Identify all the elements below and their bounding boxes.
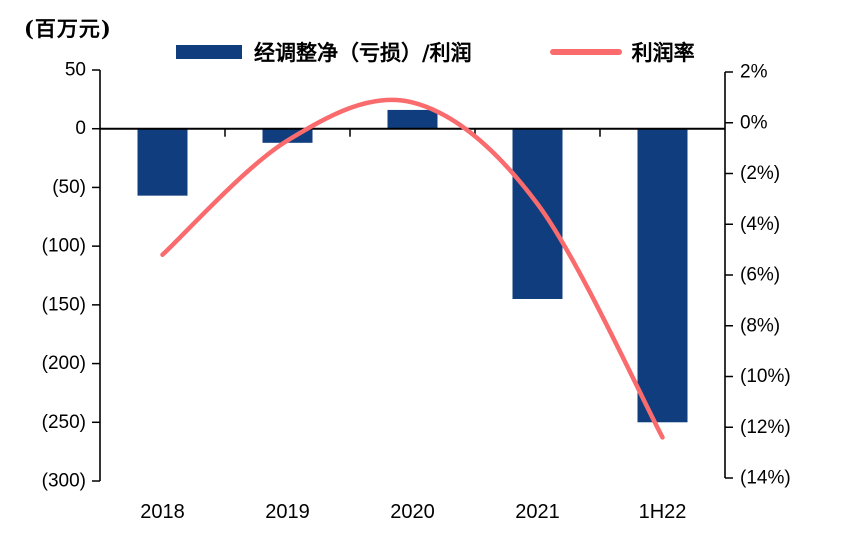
left-axis-tick-label: (50)	[52, 177, 86, 198]
bar-2020	[387, 109, 438, 129]
bar-2021	[512, 128, 563, 299]
bar-series-label: 经调整净（亏损）/利润	[254, 40, 472, 65]
x-axis-label-2021: 2021	[515, 501, 560, 523]
bar-1H22	[637, 128, 688, 423]
right-axis-tick-label: (2%)	[740, 163, 780, 184]
legend-item-adjusted-net-profit: 经调整净（亏损）/利润	[176, 37, 472, 67]
legend-item-profit-margin: 利润率	[549, 37, 695, 67]
x-axis-label-2018: 2018	[140, 501, 185, 523]
left-axis-tick-label: 50	[65, 60, 86, 81]
x-axis-label-2019: 2019	[265, 501, 310, 523]
legend: 经调整净（亏损）/利润 利润率	[176, 37, 695, 67]
profit-margin-line	[160, 97, 665, 440]
right-axis-tick-label: (14%)	[740, 468, 791, 489]
left-axis-tick-label: (150)	[42, 294, 86, 315]
left-axis-title: (百万元)	[24, 16, 112, 41]
line-series-swatch	[549, 49, 622, 55]
right-axis-tick-label: (4%)	[740, 214, 780, 235]
right-axis-tick-label: (6%)	[740, 265, 780, 286]
right-axis-tick-label: (10%)	[740, 366, 791, 387]
right-axis-tick-label: 0%	[740, 112, 768, 133]
line-series-label: 利润率	[631, 40, 695, 65]
left-axis-tick-label: (100)	[42, 236, 86, 257]
left-axis-tick-label: (200)	[42, 353, 86, 374]
x-axis-label-2020: 2020	[390, 501, 435, 523]
right-axis-tick-label: 2%	[740, 62, 768, 83]
x-axis-label-1H22: 1H22	[639, 501, 687, 523]
left-axis-tick-label: (300)	[42, 471, 86, 492]
right-axis-tick-label: (12%)	[740, 417, 791, 438]
right-axis-tick-label: (8%)	[740, 315, 780, 336]
left-axis-tick-label: (250)	[42, 412, 86, 433]
bar-2018	[137, 128, 188, 196]
left-axis-tick-label: 0	[75, 118, 86, 139]
bar-series-swatch	[176, 45, 242, 59]
